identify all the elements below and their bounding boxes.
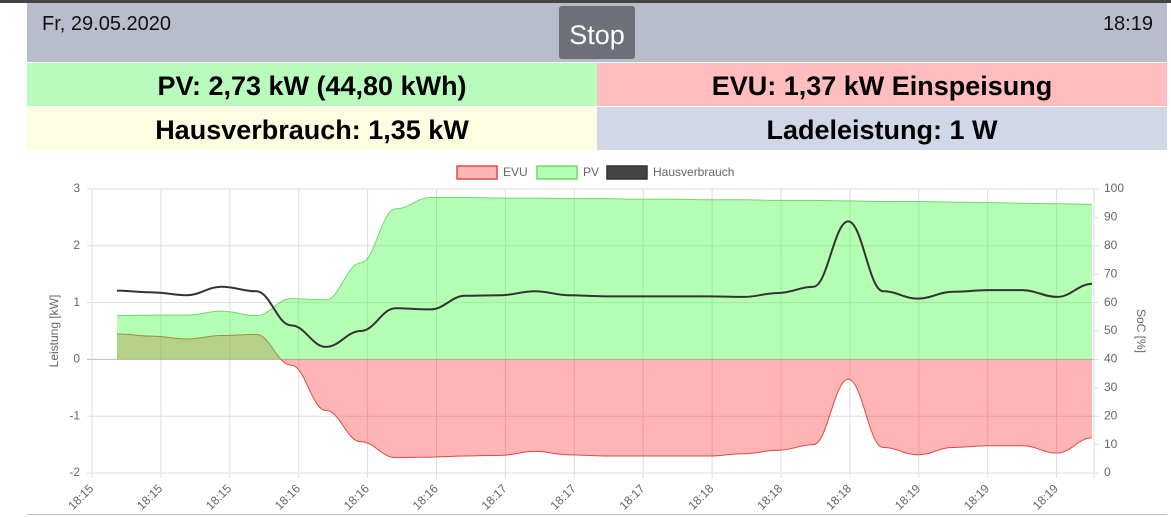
time: 18:19 — [1102, 13, 1153, 35]
y-tick-label: 2 — [73, 238, 80, 252]
y2-tick-label: 50 — [1104, 323, 1118, 337]
y2-tick-label: 20 — [1104, 408, 1118, 422]
date: Fr, 29.05.2020 — [42, 13, 171, 35]
y-tick-label: 3 — [73, 181, 80, 195]
chart: 18:15 18:15 18:15 18:16 18:16 18:16 18:17 18:17… — [47, 165, 1148, 512]
y-axis-label: Leistung [kW] — [47, 295, 61, 368]
y2-tick-label: 70 — [1104, 266, 1118, 280]
legend-label: EVU — [503, 165, 528, 179]
x-tick-label: 18:18 — [754, 481, 785, 512]
stop-button[interactable]: Stop — [559, 6, 635, 59]
x-tick-label: 18:15 — [203, 481, 234, 512]
tile: EVU: 1,37 kW Einspeisung — [597, 63, 1167, 106]
y2-tick-label: 80 — [1104, 238, 1118, 252]
x-tick-label: 18:17 — [616, 481, 647, 512]
x-tick-label: 18:16 — [272, 481, 303, 512]
x-tick-label: 18:17 — [479, 481, 510, 512]
y2-tick-label: 90 — [1104, 210, 1118, 224]
tile: Hausverbrauch: 1,35 kW — [27, 107, 597, 150]
bottom-line — [27, 514, 1167, 515]
top-border — [0, 0, 1171, 3]
line — [116, 197, 1093, 317]
legend-swatch — [536, 165, 578, 180]
y2-axis-label: SoC [%] — [1134, 309, 1148, 353]
y2-tick-label: 10 — [1104, 437, 1118, 451]
y2-tick-label: 40 — [1104, 352, 1118, 366]
y2-tick-label: 100 — [1104, 181, 1124, 195]
x-tick-label: 18:18 — [823, 481, 854, 512]
line — [116, 220, 1093, 348]
legend-label: Hausverbrauch — [653, 165, 734, 179]
y2-tick-label: 0 — [1104, 465, 1111, 479]
y-tick-label: -1 — [69, 408, 80, 422]
x-tick-label: 18:16 — [341, 481, 372, 512]
header: Fr, 29.05.2020 Stop 18:19 — [27, 3, 1167, 62]
legend-swatch — [456, 165, 498, 180]
x-tick-label: 18:15 — [65, 481, 96, 512]
x-tick-label: 18:15 — [134, 481, 165, 512]
x-tick-label: 18:17 — [548, 481, 579, 512]
y2-tick-label: 60 — [1104, 295, 1118, 309]
x-tick-label: 18:16 — [410, 481, 441, 512]
area — [117, 197, 1092, 360]
y-tick-label: 0 — [73, 352, 80, 366]
x-tick-label: 18:19 — [961, 481, 992, 512]
y2-tick-label: 30 — [1104, 380, 1118, 394]
x-tick-label: 18:18 — [685, 481, 716, 512]
y-tick-label: -2 — [69, 465, 80, 479]
tile: Ladeleistung: 1 W — [597, 107, 1167, 150]
line — [116, 333, 1093, 459]
area — [117, 333, 1092, 458]
legend-swatch — [606, 165, 648, 180]
tile: PV: 2,73 kW (44,80 kWh) — [27, 63, 597, 106]
x-tick-label: 18:19 — [1030, 481, 1061, 512]
legend-label: PV — [583, 165, 599, 179]
y-tick-label: 1 — [73, 295, 80, 309]
x-tick-label: 18:19 — [892, 481, 923, 512]
